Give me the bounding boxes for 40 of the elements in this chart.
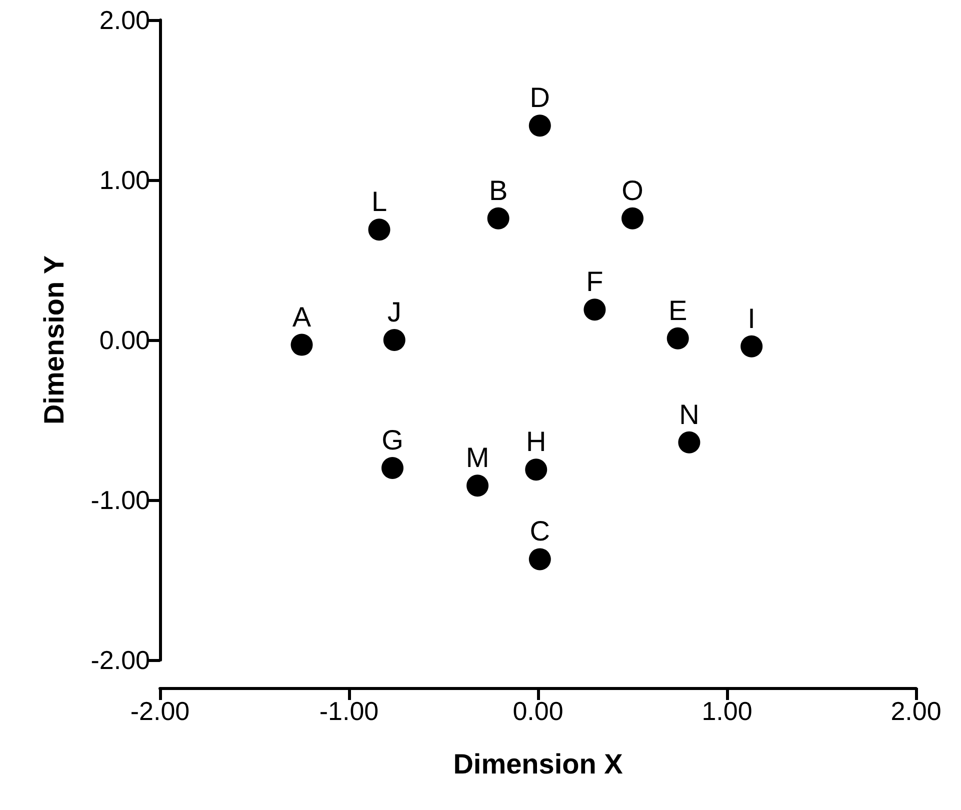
point (528, 114, 551, 137)
point (740, 335, 763, 358)
annotation: G (382, 424, 404, 456)
point (584, 298, 606, 321)
x-axis-title: Dimension X (453, 748, 624, 780)
y-tick-label: 0.00 (99, 325, 150, 355)
annotation: E (668, 294, 688, 326)
annotation: F (586, 266, 604, 298)
point (678, 431, 700, 454)
point (466, 474, 489, 497)
x-tick-label: -2.00 (130, 696, 190, 726)
annotation: I (748, 302, 756, 334)
point (622, 207, 644, 230)
point (525, 458, 548, 481)
annotation: C (530, 516, 550, 547)
point (383, 329, 406, 351)
annotation: N (679, 398, 700, 430)
y-tick-label: -1.00 (90, 485, 150, 515)
x-tick-label: 1.00 (702, 696, 752, 726)
y-tick-label: 1.00 (99, 165, 150, 195)
annotation: O (622, 174, 644, 206)
y-axis-title: Dimension Y (38, 255, 70, 425)
point (528, 548, 551, 570)
annotation: L (371, 186, 388, 218)
annotation: H (526, 426, 546, 458)
x-tick-label: 2.00 (890, 696, 942, 726)
annotation: J (387, 296, 402, 328)
point (666, 327, 689, 350)
point (381, 457, 404, 479)
y-tick-label: -2.00 (90, 645, 150, 675)
point (368, 218, 390, 241)
annotation: M (466, 442, 490, 474)
annotation: A (292, 301, 312, 332)
point (290, 334, 313, 356)
x-tick-label: 0.00 (512, 696, 564, 726)
annotation: D (530, 82, 550, 114)
x-tick-label: -1.00 (319, 696, 379, 726)
annotation: B (488, 174, 508, 206)
point (487, 207, 510, 230)
y-tick-label: 2.00 (99, 5, 150, 35)
